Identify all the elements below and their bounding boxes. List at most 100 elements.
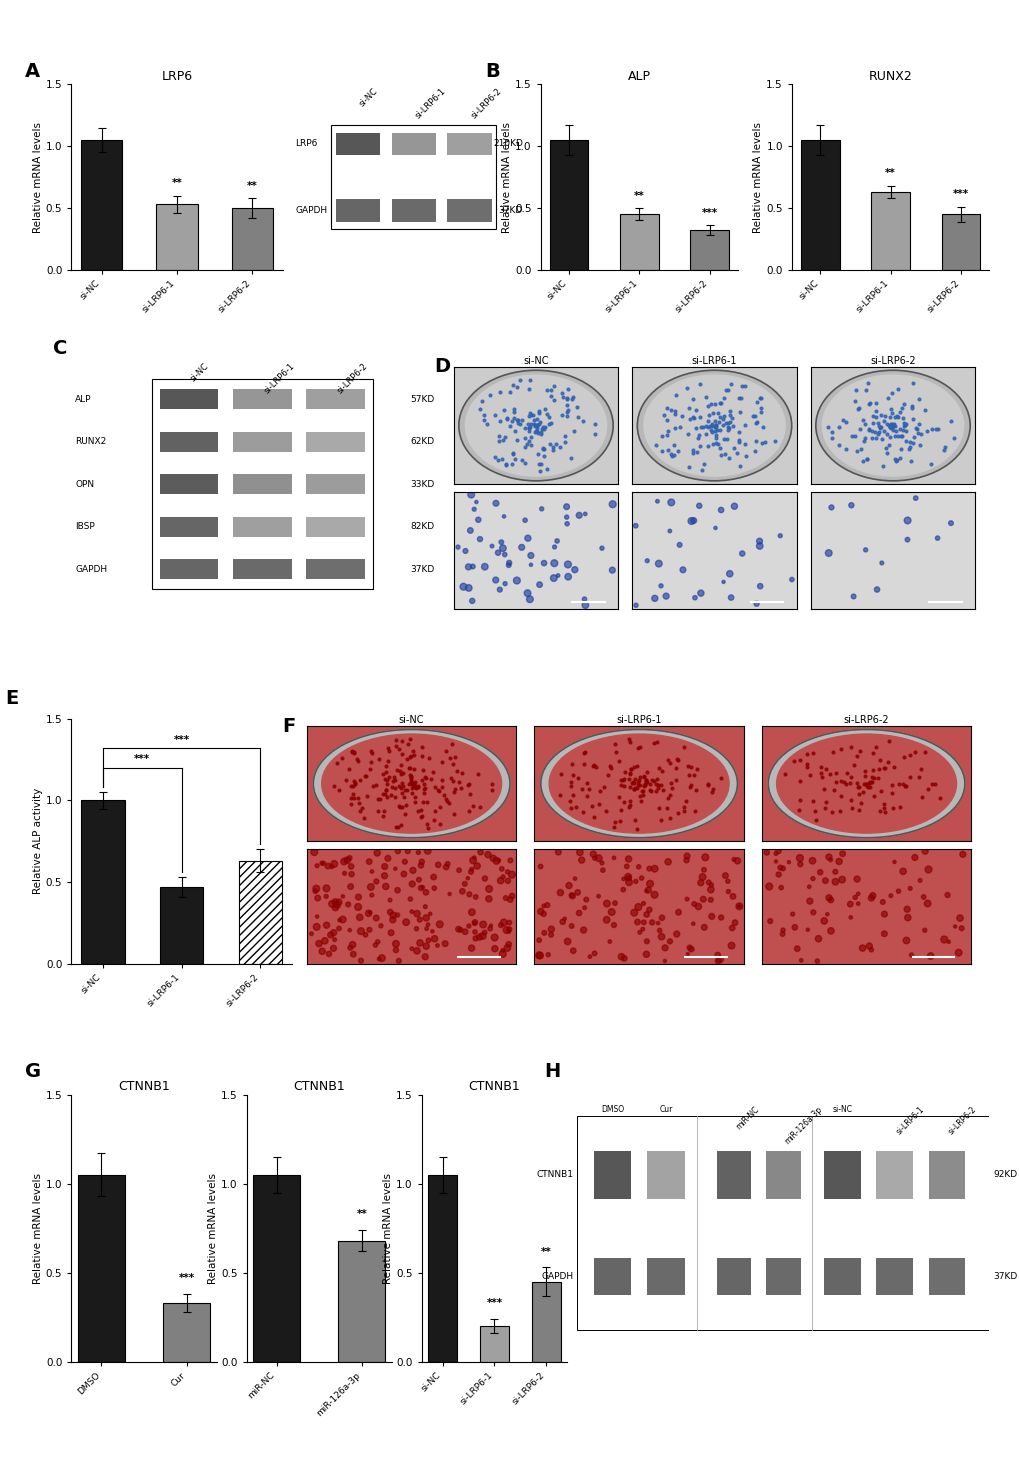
Point	[329, 894, 345, 917]
Point	[389, 904, 406, 927]
Text: **: **	[247, 181, 258, 191]
Point	[647, 779, 663, 802]
Point	[694, 416, 710, 439]
Point	[890, 879, 906, 903]
Point	[633, 790, 649, 814]
Point	[662, 771, 679, 795]
Point	[898, 898, 914, 921]
Point	[827, 771, 844, 795]
Point	[342, 792, 359, 815]
Text: G: G	[24, 1063, 41, 1082]
Point	[842, 771, 858, 795]
Text: GAPDH: GAPDH	[540, 1271, 573, 1280]
Point	[646, 884, 662, 907]
Point	[688, 417, 704, 440]
Point	[391, 760, 408, 783]
Point	[382, 901, 398, 924]
Point	[403, 768, 419, 792]
Point	[562, 388, 579, 411]
Point	[486, 926, 502, 949]
Point	[882, 382, 899, 405]
Point	[621, 767, 637, 790]
Point	[696, 453, 712, 477]
Point	[500, 917, 517, 940]
Point	[685, 913, 701, 936]
Point	[626, 755, 642, 779]
Point	[826, 870, 843, 894]
FancyBboxPatch shape	[306, 389, 365, 410]
Point	[577, 741, 593, 764]
Point	[722, 373, 739, 397]
Point	[849, 745, 865, 768]
Point	[859, 370, 875, 394]
Point	[461, 882, 477, 905]
Point	[833, 770, 849, 793]
Point	[412, 932, 428, 955]
Point	[658, 397, 675, 420]
Point	[323, 854, 339, 878]
Point	[558, 401, 575, 424]
Point	[719, 379, 736, 402]
Point	[880, 414, 897, 437]
Text: **: **	[884, 168, 895, 178]
Point	[329, 751, 345, 774]
Point	[704, 777, 720, 800]
Point	[586, 942, 602, 965]
Point	[418, 812, 434, 835]
Point	[590, 793, 606, 816]
Point	[373, 946, 389, 970]
Point	[902, 449, 918, 472]
Point	[624, 771, 640, 795]
Point	[413, 805, 429, 828]
Point	[543, 378, 559, 401]
Point	[603, 901, 620, 924]
Point	[639, 550, 655, 573]
Point	[722, 935, 739, 958]
Point	[790, 798, 806, 821]
Point	[394, 761, 411, 784]
Circle shape	[459, 370, 612, 481]
Point	[706, 410, 722, 433]
Point	[598, 908, 614, 932]
Point	[535, 903, 551, 926]
Point	[350, 895, 366, 919]
Point	[376, 767, 392, 790]
Point	[361, 850, 377, 873]
Point	[418, 767, 434, 790]
Point	[850, 397, 866, 420]
Point	[953, 917, 969, 940]
Point	[410, 776, 426, 799]
Point	[426, 927, 442, 951]
Point	[505, 407, 522, 430]
Point	[399, 840, 416, 863]
Point	[377, 875, 393, 898]
Point	[675, 799, 691, 822]
Point	[330, 891, 346, 914]
Text: si-LRP6-1: si-LRP6-1	[414, 86, 447, 120]
Point	[897, 774, 913, 798]
Point	[631, 920, 647, 943]
Point	[635, 892, 651, 916]
Point	[453, 879, 470, 903]
Point	[883, 781, 900, 805]
Point	[716, 443, 733, 467]
Title: CTNNB1: CTNNB1	[468, 1080, 520, 1094]
Point	[881, 398, 898, 421]
Point	[565, 939, 581, 962]
Point	[369, 930, 385, 954]
Point	[901, 876, 917, 900]
Point	[368, 907, 384, 930]
Point	[491, 381, 507, 404]
Point	[773, 923, 790, 946]
Point	[497, 886, 514, 910]
Point	[868, 577, 884, 601]
Point	[401, 757, 418, 780]
Point	[375, 803, 391, 827]
Point	[901, 765, 917, 789]
Point	[690, 895, 706, 919]
Point	[875, 921, 892, 945]
Point	[574, 800, 590, 824]
Point	[653, 760, 669, 783]
Point	[392, 763, 409, 786]
Point	[767, 850, 784, 873]
